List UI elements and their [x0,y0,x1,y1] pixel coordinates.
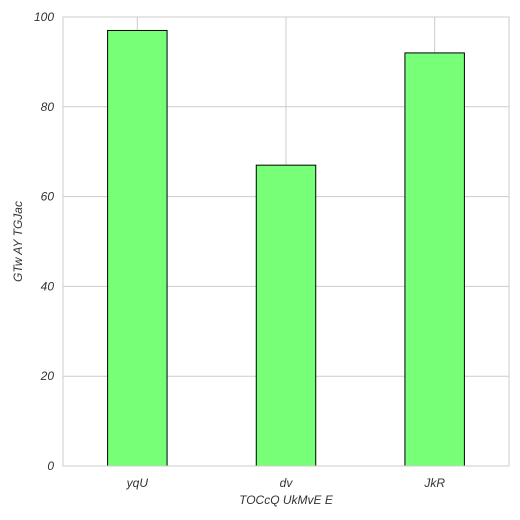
y-tick-label: 80 [41,100,55,114]
y-tick-label: 40 [41,279,55,293]
x-tick-labels: yqU dv JkR [126,476,446,490]
x-tick-label: dv [280,476,294,490]
x-tick-label: JkR [423,476,445,490]
y-axis-label: GTw AY TGJac [11,201,25,282]
bars [107,29,465,467]
x-tick-label: yqU [126,476,149,490]
y-tick-label: 100 [34,10,54,24]
bar-JkR [404,52,465,467]
y-tick-label: 60 [41,190,55,204]
plot-frame [62,16,510,467]
bar-yqU [107,29,168,467]
bar-dv [255,164,317,467]
y-tick-labels: 0 20 40 60 80 100 [34,10,54,473]
y-tick-label: 20 [40,369,55,383]
y-tick-label: 0 [47,459,54,473]
x-axis-label: TOCcQ UkMvE E [239,493,334,507]
